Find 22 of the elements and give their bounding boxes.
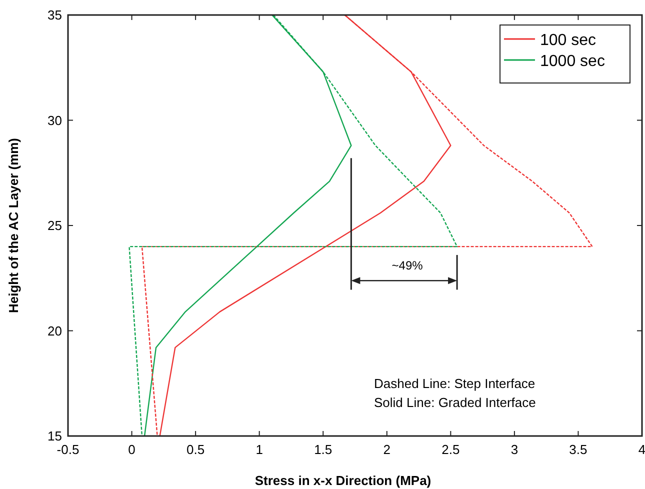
x-tick-label: 0 (128, 442, 136, 457)
x-tick-label: 1 (256, 442, 263, 457)
x-tick-label: 2 (383, 442, 391, 457)
x-axis-title: Stress in x-x Direction (MPa) (254, 473, 432, 488)
y-tick-label: 35 (48, 8, 62, 22)
legend-label: 100 sec (540, 32, 596, 49)
x-tick-label: 0.5 (186, 442, 205, 457)
x-tick-label: 2.5 (442, 442, 460, 457)
legend-label: 1000 sec (540, 53, 605, 70)
y-tick-label: 15 (48, 428, 62, 444)
x-tick-label: 1.5 (314, 442, 332, 457)
y-tick-label: 25 (48, 218, 62, 233)
x-tick-label: 3.5 (569, 442, 588, 457)
annotation: ~49% (392, 258, 424, 273)
x-tick-label: 4 (638, 442, 645, 457)
x-tick-label: 3 (510, 442, 518, 457)
y-tick-label: 30 (48, 112, 62, 128)
annotation: Dashed Line: Step Interface (374, 376, 536, 391)
annotation: Solid Line: Graded Interface (374, 395, 536, 410)
x-tick-label: -0.5 (56, 442, 80, 457)
y-tick-label: 20 (48, 323, 62, 338)
y-axis-title: Height of the AC Layer (mm) (6, 138, 21, 314)
